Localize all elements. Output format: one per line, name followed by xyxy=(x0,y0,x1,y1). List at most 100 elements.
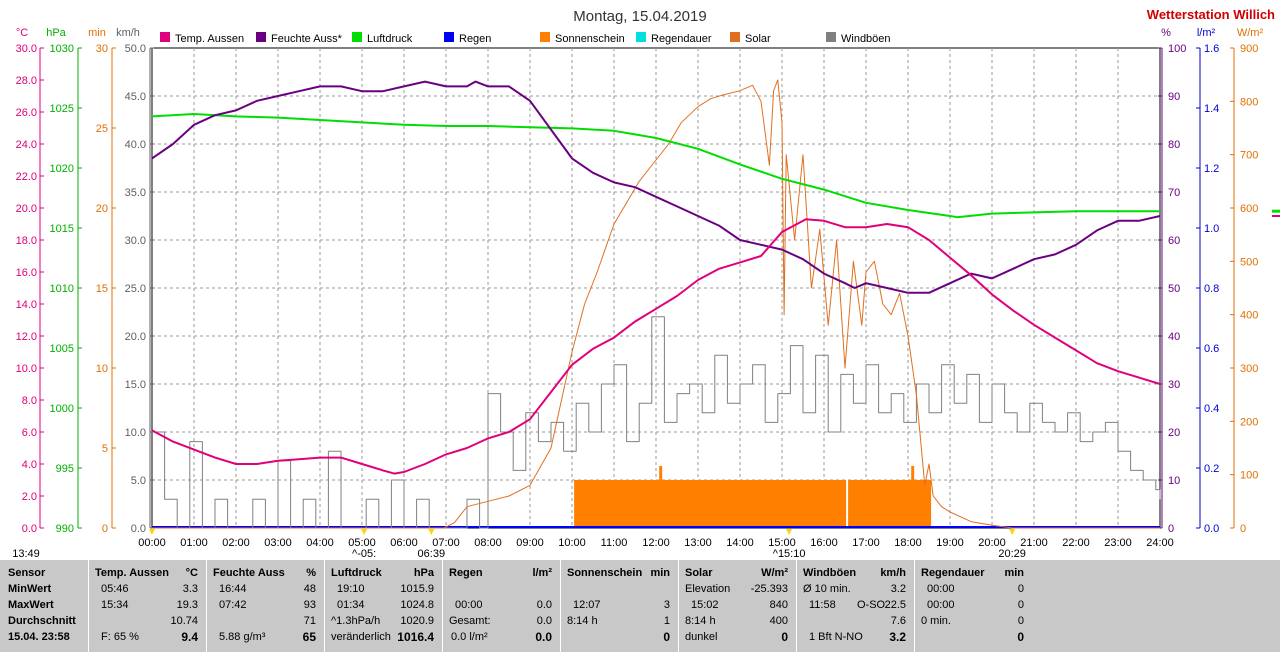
y-tick-label-rain: 0.2 xyxy=(1204,463,1219,475)
y-tick-label-pressure: 995 xyxy=(56,463,74,475)
wind-header: Windböen xyxy=(803,567,857,579)
y-tick-label-wind: 0.0 xyxy=(131,523,146,535)
y-tick-label-rain: 1.2 xyxy=(1204,163,1219,175)
y-tick-label-humidity: 100 xyxy=(1168,43,1186,55)
y-tick-label-pressure: 1000 xyxy=(50,403,74,415)
rain-max-value: 0.0 xyxy=(536,599,552,611)
y-tick-label-solar: 600 xyxy=(1240,203,1258,215)
row-label-current: 15.04. 23:58 xyxy=(8,631,70,643)
sunshine-bar xyxy=(848,480,932,528)
time-markers: 13:49 ^-05: 06:39 ^15:10 20:29 xyxy=(12,529,1026,560)
y-tick-label-rain: 0.8 xyxy=(1204,283,1219,295)
col-solar: Solar W/m² Elevation -25.393 15:02 840 8… xyxy=(678,560,796,652)
y-tick-label-humidity: 30 xyxy=(1168,379,1180,391)
series-solar xyxy=(152,79,1160,529)
hum-unit: % xyxy=(306,567,316,579)
legend-swatch xyxy=(826,32,836,42)
x-tick-label: 24:00 xyxy=(1146,537,1174,549)
y-tick-label-sunshine_min: 20 xyxy=(96,203,108,215)
time-marker-label: 06:39 xyxy=(418,548,446,560)
x-tick-label: 08:00 xyxy=(474,537,502,549)
chart-legend: Temp. Aussen Feuchte Auss* Luftdruck Regen S… xyxy=(160,32,891,45)
x-tick-label: 16:00 xyxy=(810,537,838,549)
y-tick-label-rain: 0.6 xyxy=(1204,343,1219,355)
x-tick-label: 20:00 xyxy=(978,537,1006,549)
y-tick-label-solar: 0 xyxy=(1240,523,1246,535)
y-tick-label-solar: 500 xyxy=(1240,256,1258,268)
y-tick-label-temp: 6.0 xyxy=(22,427,37,439)
time-marker-label: 20:29 xyxy=(998,548,1026,560)
col-humidity: Feuchte Auss % 16:44 48 07:42 93 71 5.88… xyxy=(206,560,324,652)
col-temp: Temp. Aussen °C 05:46 3.3 15:34 19.3 10.… xyxy=(88,560,206,652)
rdur-avg-value: 0 xyxy=(1017,615,1024,627)
legend-label: Luftdruck xyxy=(367,33,413,45)
y-tick-label-humidity: 70 xyxy=(1168,187,1180,199)
solar-current-label: dunkel xyxy=(685,631,718,643)
legend-label: Regen xyxy=(459,33,491,45)
y-tick-label-temp: 24.0 xyxy=(16,139,37,151)
axis-unit-sunshine_min: min xyxy=(88,27,106,39)
series-temp-aussen xyxy=(151,218,1161,475)
row-label-min: MinWert xyxy=(8,583,52,595)
solar-max-time: 15:02 xyxy=(691,599,719,611)
y-tick-label-humidity: 0 xyxy=(1168,523,1174,535)
temp-unit: °C xyxy=(185,567,198,579)
time-marker-label: ^-05: xyxy=(352,548,376,560)
x-tick-label: 18:00 xyxy=(894,537,922,549)
y-tick-label-temp: 10.0 xyxy=(16,363,37,375)
sunshine-spike xyxy=(659,466,663,480)
legend-label: Feuchte Auss* xyxy=(271,33,343,45)
x-tick-label: 04:00 xyxy=(306,537,334,549)
press-unit: hPa xyxy=(413,567,434,579)
y-tick-label-solar: 300 xyxy=(1240,363,1258,375)
solar-current-value: 0 xyxy=(781,630,788,644)
y-tick-label-temp: 18.0 xyxy=(16,235,37,247)
solar-unit: W/m² xyxy=(761,567,788,579)
legend-swatch xyxy=(540,32,550,42)
y-tick-label-humidity: 60 xyxy=(1168,235,1180,247)
y-tick-label-solar: 900 xyxy=(1240,43,1258,55)
legend-label: Solar xyxy=(745,33,771,45)
y-tick-label-wind: 25.0 xyxy=(125,283,146,295)
chart-grid xyxy=(151,47,1161,529)
row-label-avg: Durchschnitt xyxy=(8,615,76,627)
x-tick-label: 14:00 xyxy=(726,537,754,549)
sun-unit: min xyxy=(650,567,670,579)
press-header: Luftdruck xyxy=(331,567,382,579)
rain-header: Regen xyxy=(449,567,483,579)
hum-avg-value: 71 xyxy=(303,615,316,627)
col-sensor: Sensor MinWert MaxWert Durchschnitt 15.0… xyxy=(0,560,88,652)
y-tick-label-solar: 200 xyxy=(1240,416,1258,428)
wind-max-value: 22.5 xyxy=(884,599,906,611)
col-rain: Regen l/m² 00:00 0.0 Gesamt: 0.0 0.0 l/m… xyxy=(442,560,560,652)
solar-elevation-value: -25.393 xyxy=(750,583,788,595)
time-marker xyxy=(1009,529,1016,535)
y-tick-label-temp: 2.0 xyxy=(22,491,37,503)
sun-current-value: 0 xyxy=(663,630,670,644)
wind-avg10-value: 3.2 xyxy=(890,583,906,595)
rain-total-label: Gesamt: xyxy=(449,615,491,627)
sunshine-bars xyxy=(574,466,932,528)
legend-swatch xyxy=(730,32,740,42)
temp-min-value: 3.3 xyxy=(182,583,198,595)
y-tick-label-rain: 1.4 xyxy=(1204,103,1219,115)
hum-current-label: 5.88 g/m³ xyxy=(219,631,266,643)
press-max-value: 1024.8 xyxy=(400,599,434,611)
y-tick-label-wind: 10.0 xyxy=(125,427,146,439)
axis-unit-pressure: hPa xyxy=(46,27,66,39)
y-tick-label-solar: 400 xyxy=(1240,310,1258,322)
sun-max-time: 12:07 xyxy=(573,599,601,611)
y-tick-label-temp: 30.0 xyxy=(16,43,37,55)
press-current-label: veränderlich xyxy=(331,631,391,643)
axis-unit-solar: W/m² xyxy=(1237,27,1264,39)
y-tick-label-rain: 0.0 xyxy=(1204,523,1219,535)
wind-max-direction: O-SO xyxy=(857,599,886,611)
x-tick-label: 11:00 xyxy=(601,537,628,549)
y-tick-label-temp: 20.0 xyxy=(16,203,37,215)
rdur-current-value: 0 xyxy=(1017,630,1024,644)
y-tick-label-temp: 14.0 xyxy=(16,299,37,311)
hum-max-time: 07:42 xyxy=(219,599,247,611)
col-wind: Windböen km/h Ø 10 min. 3.2 11:58 O-SO 2… xyxy=(796,560,914,652)
station-name: Wetterstation Willich xyxy=(1147,7,1275,22)
hum-min-value: 48 xyxy=(303,583,316,595)
